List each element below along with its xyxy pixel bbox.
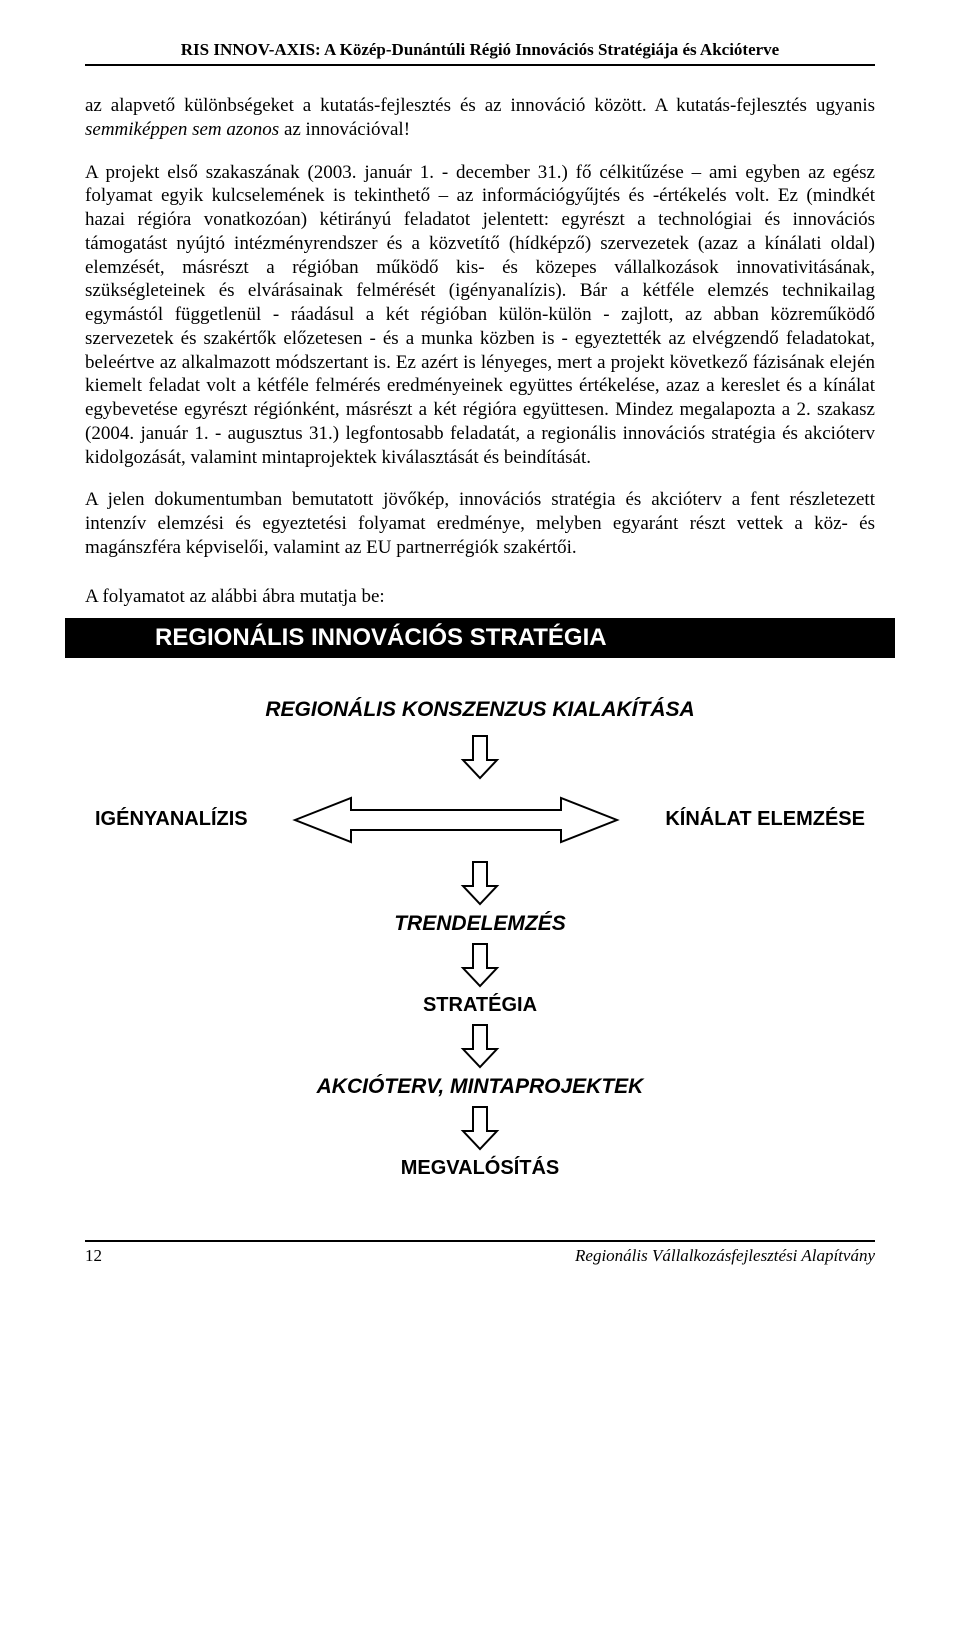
diagram-intro: A folyamatot az alábbi ábra mutatja be:: [85, 586, 875, 608]
left-label: IGÉNYANALÍZIS: [95, 808, 248, 831]
consensus-label: REGIONÁLIS KONSZENZUS KIALAKÍTÁSA: [85, 698, 875, 722]
p1-italic: semmiképpen sem azonos: [85, 119, 279, 140]
right-label: KÍNÁLAT ELEMZÉSE: [665, 808, 865, 831]
arrow-down-icon: [455, 1103, 505, 1153]
diagram-title-bar: REGIONÁLIS INNOVÁCIÓS STRATÉGIA: [65, 618, 895, 658]
action-label: AKCIÓTERV, MINTAPROJEKTEK: [85, 1075, 875, 1099]
page-header: RIS INNOV-AXIS: A Közép-Dunántúli Régió …: [85, 40, 875, 66]
strategy-label: STRATÉGIA: [85, 994, 875, 1017]
paragraph-3: A jelen dokumentumban bemutatott jövőkép…: [85, 488, 875, 559]
paragraph-1: az alapvető különbségeket a kutatás-fejl…: [85, 94, 875, 142]
flow-diagram: REGIONÁLIS KONSZENZUS KIALAKÍTÁSA IGÉNYA…: [85, 698, 875, 1180]
p1-text-a: az alapvető különbségeket a kutatás-fejl…: [85, 95, 875, 116]
paragraph-2: A projekt első szakaszának (2003. január…: [85, 161, 875, 470]
arrow-down-icon: [455, 940, 505, 990]
page-footer: 12 Regionális Vállalkozásfejlesztési Ala…: [85, 1240, 875, 1266]
p1-text-b: az innovációval!: [279, 119, 410, 140]
arrow-down-icon: [455, 1021, 505, 1071]
trend-label: TRENDELEMZÉS: [85, 912, 875, 936]
arrow-down-icon: [455, 732, 505, 782]
footer-org: Regionális Vállalkozásfejlesztési Alapít…: [575, 1246, 875, 1266]
impl-label: MEGVALÓSÍTÁS: [85, 1157, 875, 1180]
horizontal-row: IGÉNYANALÍZIS KÍNÁLAT ELEMZÉSE: [95, 792, 865, 848]
arrow-down-icon: [455, 858, 505, 908]
double-arrow-icon: [291, 792, 621, 848]
page-number: 12: [85, 1246, 102, 1266]
